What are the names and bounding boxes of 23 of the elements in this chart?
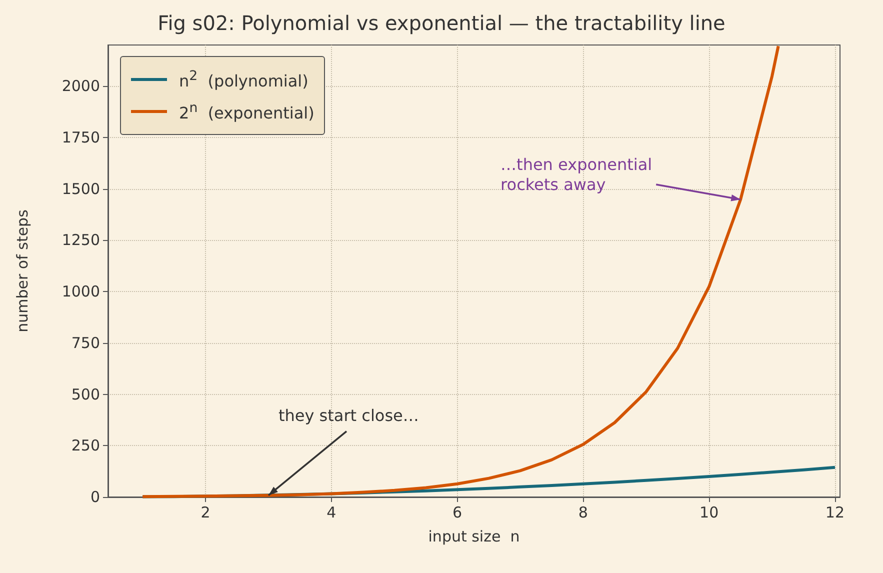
y-tick-label: 2000 bbox=[62, 77, 100, 96]
y-tick-label: 0 bbox=[90, 488, 100, 506]
y-tick-label: 250 bbox=[71, 436, 100, 455]
y-axis-title: number of steps bbox=[14, 209, 32, 332]
x-tick-label: 12 bbox=[825, 504, 845, 522]
legend-label: n$^{2}$ (polynomial) bbox=[179, 68, 308, 92]
y-tick-label: 1250 bbox=[62, 231, 100, 250]
y-tick-label: 500 bbox=[71, 385, 100, 404]
x-tick-label: 2 bbox=[200, 504, 210, 522]
y-tick-label: 1500 bbox=[62, 180, 100, 198]
chart-title: Fig s02: Polynomial vs exponential — the tractability line bbox=[158, 11, 726, 35]
y-tick-label: 750 bbox=[71, 334, 100, 352]
annotation: they start close… bbox=[278, 406, 419, 425]
x-axis-title: input size n bbox=[428, 528, 520, 546]
line-series bbox=[141, 44, 780, 498]
legend-label: 2$^{n}$ (exponential) bbox=[179, 100, 314, 125]
x-tick-label: 6 bbox=[452, 504, 462, 522]
y-tick-label: 1750 bbox=[62, 128, 100, 146]
x-tick-label: 10 bbox=[700, 504, 719, 522]
x-tick-label: 4 bbox=[326, 504, 336, 522]
annotation: …then exponential rockets away bbox=[500, 155, 652, 194]
x-tick-label: 8 bbox=[578, 504, 588, 522]
y-tick-label: 1000 bbox=[62, 282, 100, 301]
